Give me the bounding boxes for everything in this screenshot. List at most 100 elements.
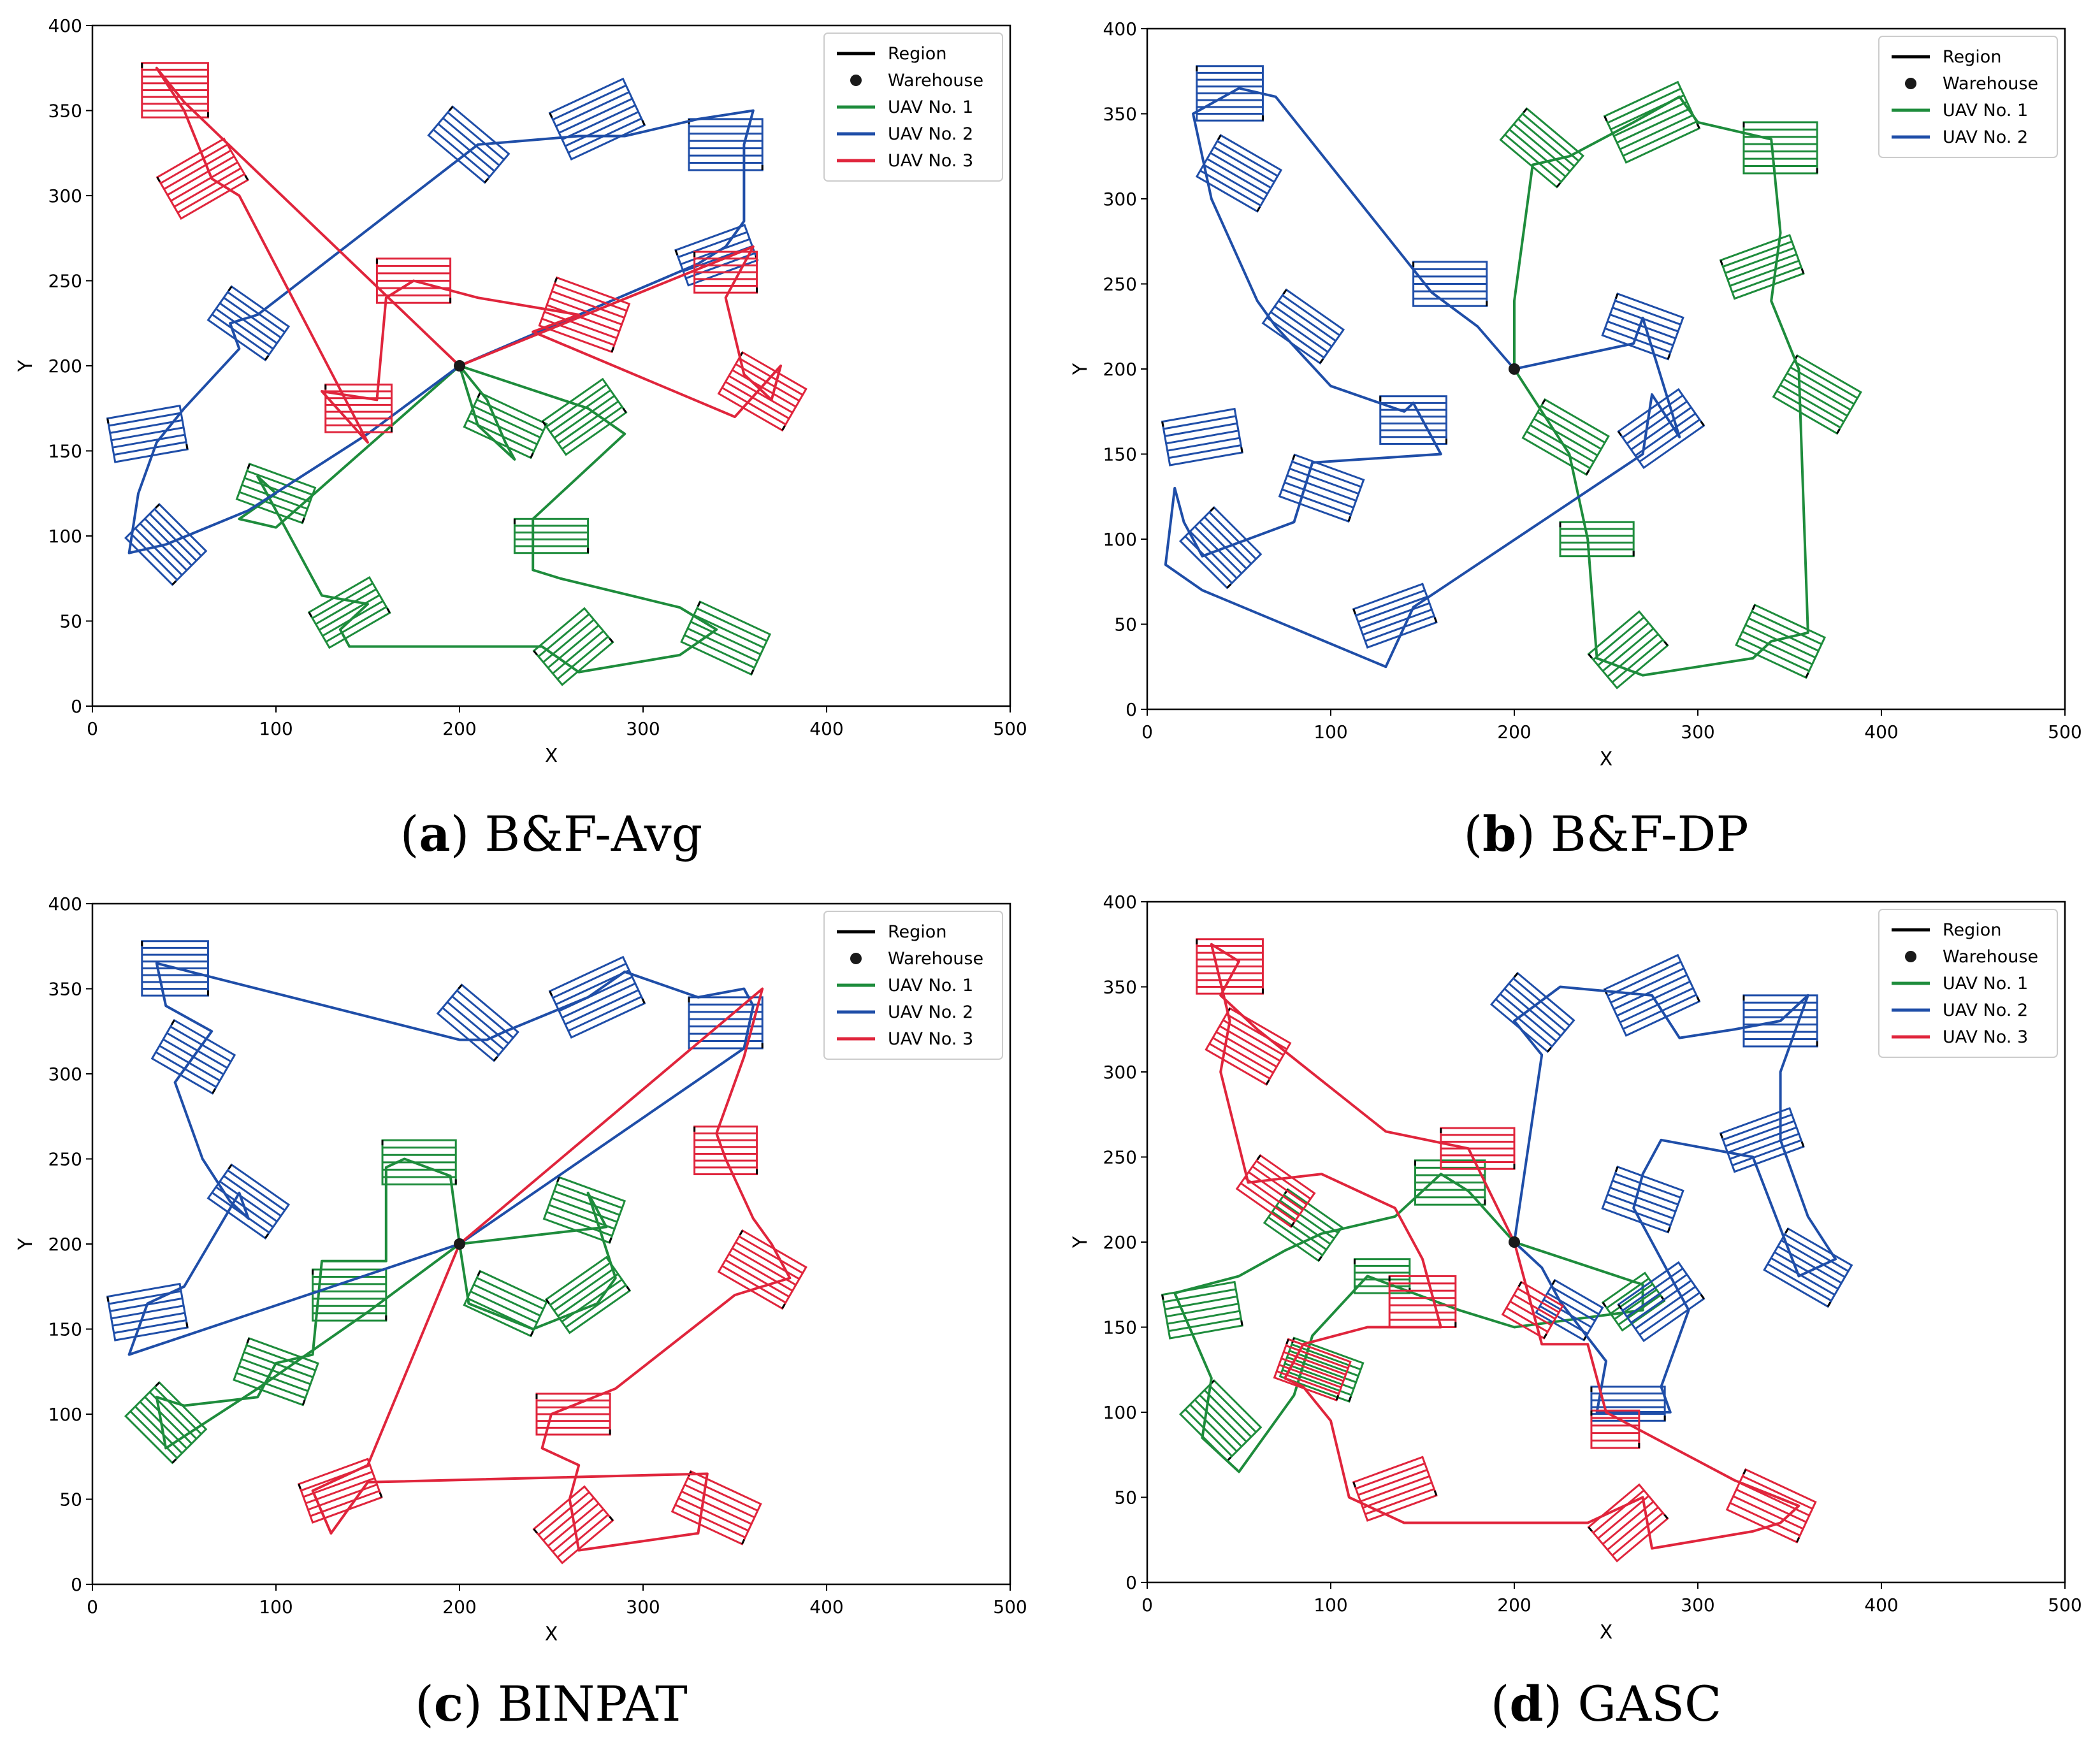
region-uav3-4 <box>1235 1154 1316 1228</box>
x-tick-label: 500 <box>993 1596 1027 1617</box>
region-uav3-8 <box>1587 1483 1669 1563</box>
region-uav1-1 <box>1499 107 1585 189</box>
y-tick-label: 250 <box>48 1149 82 1170</box>
y-axis-label: Y <box>15 1238 37 1250</box>
region-uav2-3 <box>1742 994 1818 1048</box>
region-uav2-5 <box>1763 1227 1853 1308</box>
panel-letter: c <box>434 1675 463 1732</box>
legend: Region Warehouse UAV No. 1 UAV No. 2 <box>1878 36 2058 158</box>
region-uav1-4 <box>1178 1379 1263 1463</box>
legend-uav1-label: UAV No. 1 <box>1943 101 2028 120</box>
x-tick-label: 300 <box>1681 1595 1714 1616</box>
y-tick-label: 0 <box>1126 699 1137 720</box>
series-uav-2 <box>1489 953 1853 1422</box>
panel-caption: (c) BINPAT <box>415 1675 688 1732</box>
legend-warehouse-marker <box>1905 78 1916 89</box>
region-uav2-1 <box>427 105 511 184</box>
region-uav2-7 <box>124 503 208 586</box>
legend-uav3-label: UAV No. 3 <box>1943 1027 2028 1047</box>
legend-uav3-label: UAV No. 3 <box>888 151 973 171</box>
route-uav-2 <box>1513 985 1837 1414</box>
y-tick-label: 150 <box>1103 444 1137 465</box>
region-uav3-1 <box>1196 938 1264 995</box>
region-uav2-4 <box>548 955 646 1039</box>
legend: Region Warehouse UAV No. 1 UAV No. 2 UAV No.… <box>1878 909 2058 1058</box>
panel-d: 0 100 200 300 400 500 0 50 100 150 200 250 300 350 400… <box>1069 892 2082 1732</box>
region-uav3-9 <box>1725 1468 1817 1544</box>
y-tick-label: 200 <box>48 356 82 377</box>
legend-warehouse-marker <box>1905 951 1916 962</box>
y-tick-label: 0 <box>1126 1572 1137 1593</box>
y-tick-label: 200 <box>1103 1232 1137 1253</box>
region-uav3-1 <box>693 1125 758 1176</box>
legend-warehouse-label: Warehouse <box>888 71 983 90</box>
legend-uav2-label: UAV No. 2 <box>1943 127 2028 147</box>
legend-uav1-label: UAV No. 1 <box>1943 974 2028 994</box>
route-uav-1 <box>1173 1173 1644 1473</box>
series-uav-3 <box>297 987 807 1565</box>
y-tick-label: 350 <box>1103 977 1137 998</box>
legend-uav2-label: UAV No. 2 <box>888 124 973 144</box>
route-uav-3 <box>155 66 782 444</box>
series-uav-1 <box>1161 1159 1666 1473</box>
x-tick-label: 300 <box>626 1596 660 1617</box>
route-uav-1 <box>238 365 718 674</box>
legend: Region Warehouse UAV No. 1 UAV No. 2 UAV No.… <box>823 33 1003 182</box>
legend-uav1-label: UAV No. 1 <box>888 98 973 117</box>
legend-warehouse-label: Warehouse <box>888 949 983 969</box>
panel-letter: d <box>1509 1675 1543 1732</box>
region-uav3-5 <box>532 1485 614 1565</box>
y-axis-label: Y <box>1069 363 1092 375</box>
region-uav3-5 <box>1388 1275 1457 1328</box>
panel-a: 0 100 200 300 400 500 0 50 100 150 200 250 300 350 400… <box>15 15 1027 862</box>
panel-caption: (b) B&F-DP <box>1463 806 1748 862</box>
route-uav-3 <box>1210 943 1800 1550</box>
x-tick-label: 0 <box>1141 721 1153 742</box>
legend-region-label: Region <box>1943 47 2001 67</box>
y-tick-label: 50 <box>59 1489 82 1510</box>
legend: Region Warehouse UAV No. 1 UAV No. 2 UAV No.… <box>823 911 1003 1060</box>
region-uav2-1 <box>141 940 209 997</box>
legend-warehouse-label: Warehouse <box>1943 74 2038 94</box>
y-tick-label: 350 <box>48 101 82 122</box>
route-uav-2 <box>1164 87 1681 669</box>
legend-uav2-label: UAV No. 2 <box>1943 1001 2028 1020</box>
region-uav2-1 <box>1489 971 1575 1053</box>
x-tick-label: 500 <box>2048 721 2082 742</box>
y-tick-label: 400 <box>48 15 82 36</box>
region-uav1-4 <box>233 1337 319 1407</box>
x-tick-label: 100 <box>1314 721 1347 742</box>
y-tick-label: 150 <box>48 441 82 462</box>
region-uav1-1 <box>1414 1159 1486 1206</box>
region-uav1-1 <box>381 1139 457 1186</box>
y-axis-label: Y <box>1069 1236 1092 1248</box>
panel-c: 0 100 200 300 400 500 0 50 100 150 200 250 300 350 400… <box>15 893 1027 1732</box>
y-tick-label: 400 <box>48 893 82 915</box>
legend-region-label: Region <box>1943 920 2001 940</box>
region-uav3-4 <box>538 276 631 354</box>
legend-region-label: Region <box>888 44 946 64</box>
y-tick-label: 250 <box>1103 274 1137 295</box>
panel-caption: (d) GASC <box>1491 1675 1721 1732</box>
x-tick-label: 200 <box>1497 1595 1531 1616</box>
region-uav1-6 <box>307 575 391 649</box>
x-tick-label: 0 <box>87 718 98 739</box>
region-uav2-2 <box>1195 134 1283 213</box>
y-tick-label: 400 <box>1103 892 1137 913</box>
y-tick-label: 300 <box>1103 189 1137 210</box>
region-uav1-7 <box>544 1255 632 1334</box>
y-axis-label: Y <box>15 359 37 372</box>
region-uav3-2 <box>156 137 249 220</box>
y-tick-label: 150 <box>1103 1317 1137 1338</box>
route-uav-2 <box>127 109 755 554</box>
region-uav1-3 <box>1161 1280 1243 1340</box>
y-tick-label: 150 <box>48 1319 82 1340</box>
y-tick-label: 0 <box>71 1574 82 1595</box>
region-uav3-11 <box>1501 1280 1564 1340</box>
x-tick-label: 300 <box>1681 721 1714 742</box>
region-uav1-7 <box>1735 604 1827 679</box>
y-tick-label: 300 <box>48 1064 82 1085</box>
x-tick-label: 500 <box>2048 1595 2082 1616</box>
series-uav-1 <box>1499 80 1862 690</box>
